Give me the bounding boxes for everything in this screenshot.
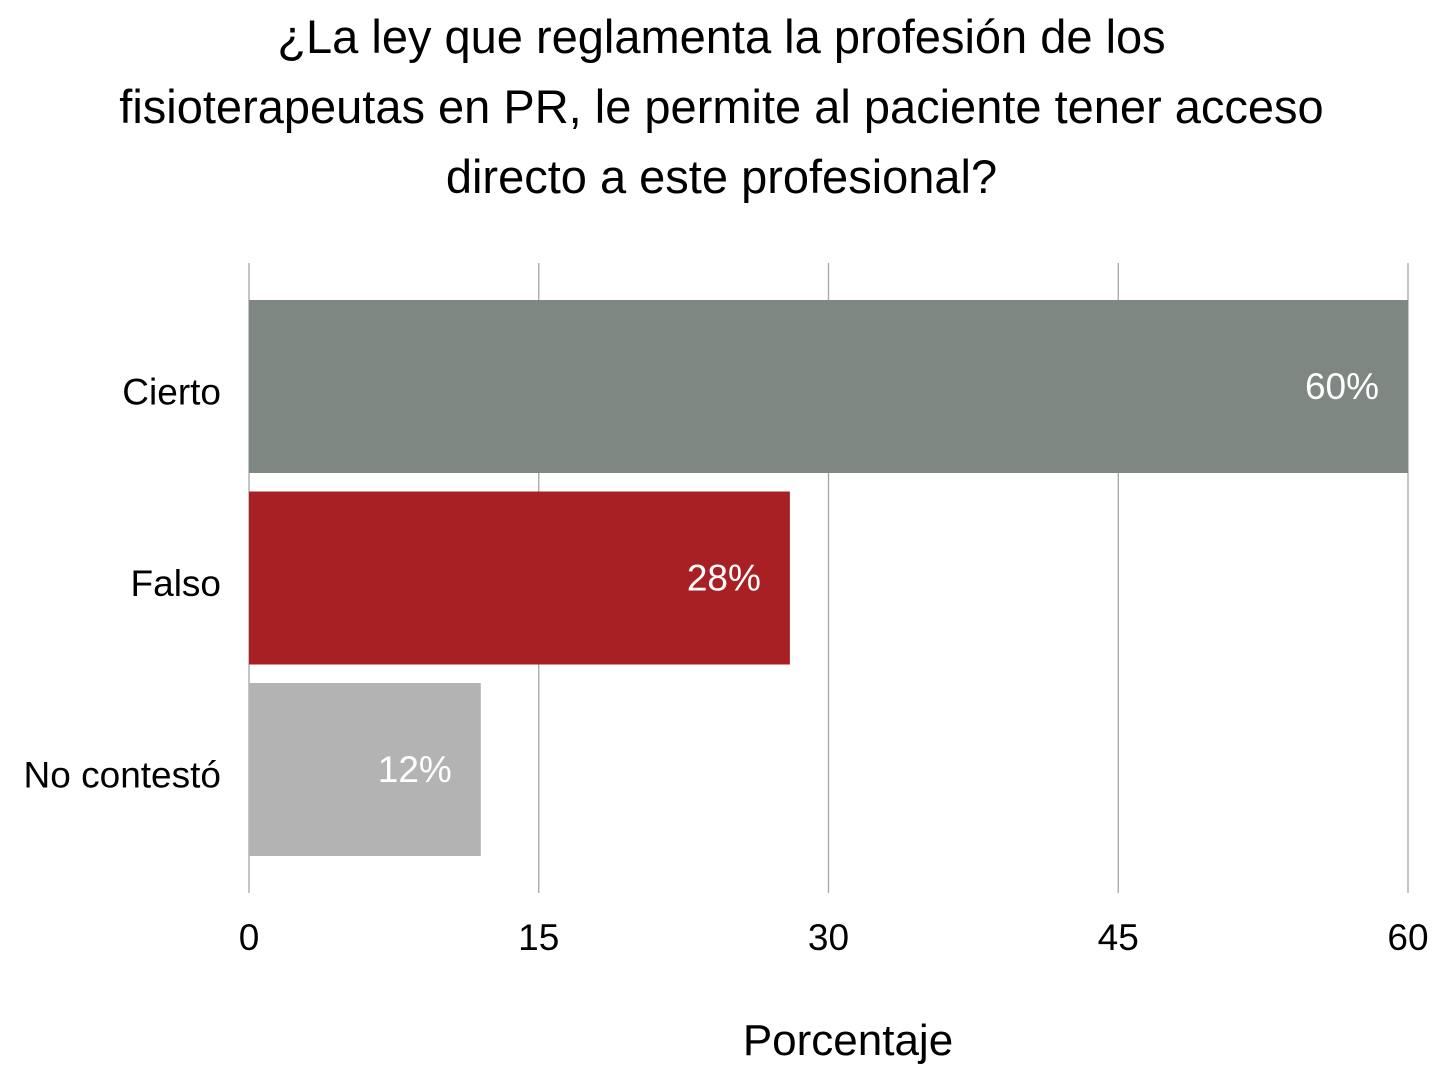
x-tick-label-0: 0 [239, 917, 260, 958]
data-label-0: 60% [1305, 366, 1379, 407]
category-label-1: Falso [131, 563, 221, 604]
bar-1 [249, 491, 790, 665]
category-label-2: No contestó [24, 755, 221, 796]
x-tick-label-4: 60 [1387, 917, 1428, 958]
chart-title-line-3: directo a este profesional? [445, 150, 998, 203]
x-tick-label-1: 15 [518, 917, 559, 958]
x-tick-label-3: 45 [1098, 917, 1139, 958]
bar-2 [249, 683, 481, 856]
data-label-2: 12% [378, 749, 452, 790]
chart-title: ¿La ley que reglamenta la profesión de l… [0, 2, 1443, 212]
data-label-1: 28% [687, 558, 761, 599]
category-labels: Cierto Falso No contestó [24, 372, 221, 796]
x-axis-title: Porcentaje [743, 1016, 953, 1065]
bars: 60% 28% 12% [249, 300, 1408, 856]
x-tick-labels: 0 15 30 45 60 [239, 917, 1429, 958]
chart-title-line-1: ¿La ley que reglamenta la profesión de l… [277, 10, 1166, 63]
category-label-0: Cierto [122, 372, 221, 413]
chart-title-line-2: fisioterapeutas en PR, le permite al pac… [119, 80, 1324, 133]
x-tick-label-2: 30 [808, 917, 849, 958]
bar-0 [249, 300, 1408, 473]
